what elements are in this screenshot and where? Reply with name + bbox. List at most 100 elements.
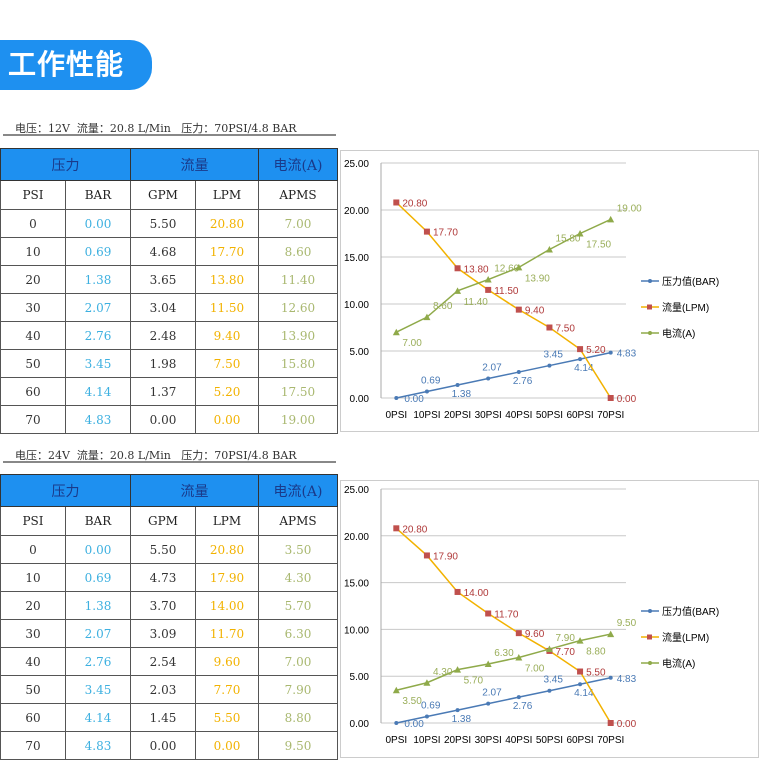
data-point [607,630,615,638]
x-tick-label: 10PSI [413,410,440,421]
data-label: 17.70 [433,228,458,239]
data-label: 12.60 [494,264,519,275]
x-tick-label: 40PSI [505,410,532,421]
cell-psi: 50 [0,349,66,378]
cell-bar: 2.76 [65,321,131,350]
legend-label: 压力值(BAR) [662,275,719,288]
x-tick-label: 70PSI [597,410,624,421]
cell-apms: 7.90 [258,675,338,704]
data-point [394,721,399,725]
cell-psi: 40 [0,647,66,676]
cell-apms: 8.60 [258,237,338,266]
section-title: 工作性能 [0,40,152,90]
cell-lpm: 9.40 [195,321,259,350]
chart-svg: 0.00 5.00 10.00 15.00 20.00 25.00 0PSI 10PSI 20P… [344,159,719,421]
data-label: 20.80 [402,524,427,535]
divider [3,134,336,136]
table-row: 50 3.45 2.03 7.70 7.90 [0,675,338,704]
column-header: GPM [130,506,196,536]
data-label: 5.50 [586,668,606,679]
performance-chart-12v: 0.00 5.00 10.00 15.00 20.00 25.00 0PSI 10PSI 20P… [340,150,759,432]
data-point [577,668,584,675]
data-label: 7.70 [555,647,575,658]
table-row: 20 1.38 3.70 14.00 5.70 [0,591,338,620]
performance-table: 压力 流量 电流(A) PSI BAR GPM LPM APMS 0 0.00 5.50 20.8… [0,148,338,434]
cell-bar: 0.69 [65,563,131,592]
data-label: 17.90 [433,551,458,562]
column-header: LPM [195,180,259,210]
data-point [423,679,431,686]
cell-lpm: 9.60 [195,647,259,676]
data-point [392,328,400,336]
column-header: PSI [0,180,66,210]
cell-gpm: 2.54 [130,647,196,676]
cell-psi: 0 [0,535,66,564]
table-row: 70 4.83 0.00 0.00 19.00 [0,405,338,434]
series-line [395,218,612,333]
data-label: 4.83 [617,349,637,360]
table-row: 10 0.69 4.68 17.70 8.60 [0,237,338,266]
legend-label: 流量(LPM) [662,301,709,314]
x-tick-label: 60PSI [566,410,593,421]
data-label: 9.40 [525,306,545,317]
data-point [423,552,430,559]
cell-lpm: 20.80 [195,209,259,238]
legend-marker [647,304,652,310]
data-point [454,287,462,294]
data-label: 0.00 [404,394,424,405]
cell-lpm: 0.00 [195,405,259,434]
legend-label: 电流(A) [662,327,695,340]
y-tick-label: 15.00 [344,579,369,590]
cell-gpm: 1.37 [130,377,196,406]
data-point [545,245,553,253]
cell-bar: 1.38 [65,265,131,294]
data-label: 4.14 [574,363,594,374]
y-tick-label: 15.00 [344,253,369,264]
data-label: 7.00 [525,663,545,674]
table-row: 40 2.76 2.54 9.60 7.00 [0,647,338,676]
data-label: 7.50 [555,324,575,335]
data-label: 4.83 [617,674,637,685]
data-label: 0.00 [617,719,637,730]
table-row: 70 4.83 0.00 0.00 9.50 [0,731,338,760]
cell-apms: 4.30 [258,563,338,592]
data-label: 2.07 [482,363,502,374]
data-point [454,588,461,595]
cell-apms: 8.80 [258,703,338,732]
data-point [486,376,491,381]
data-label: 3.50 [402,696,422,707]
group-current: 电流(A) [258,148,338,181]
cell-lpm: 7.50 [195,349,259,378]
table-row: 0 0.00 5.50 20.80 7.00 [0,209,338,238]
cell-lpm: 5.50 [195,703,259,732]
table-row: 50 3.45 1.98 7.50 15.80 [0,349,338,378]
cell-bar: 4.14 [65,377,131,406]
data-point [576,230,584,237]
cell-gpm: 3.04 [130,293,196,322]
y-tick-label: 25.00 [344,485,369,496]
x-tick-label: 20PSI [444,735,471,746]
y-tick-label: 20.00 [344,206,369,217]
cell-psi: 60 [0,703,66,732]
cell-bar: 4.83 [65,405,131,434]
cell-psi: 20 [0,591,66,620]
data-label: 8.60 [433,301,453,312]
data-label: 11.40 [464,297,489,308]
y-tick-label: 0.00 [350,394,370,405]
x-tick-label: 50PSI [536,735,563,746]
data-label: 13.90 [525,273,550,284]
data-point [455,708,460,713]
data-point [423,313,431,321]
cell-lpm: 11.50 [195,293,259,322]
cell-apms: 7.00 [258,647,338,676]
group-pressure: 压力 [0,148,131,181]
data-label: 5.70 [464,676,484,687]
data-point [608,350,613,355]
cell-psi: 70 [0,731,66,760]
data-point [393,199,400,206]
x-tick-label: 30PSI [475,735,502,746]
cell-bar: 0.00 [65,535,131,564]
data-label: 3.45 [543,350,563,361]
column-header: APMS [258,506,338,536]
table-row: 30 2.07 3.09 11.70 6.30 [0,619,338,648]
